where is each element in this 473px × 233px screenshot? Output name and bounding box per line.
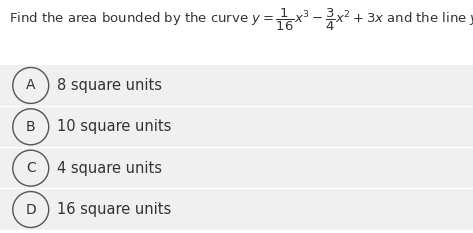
Text: D: D (26, 202, 36, 216)
Text: B: B (26, 120, 35, 134)
FancyBboxPatch shape (0, 107, 473, 147)
Text: C: C (26, 161, 35, 175)
Text: 10 square units: 10 square units (57, 119, 171, 134)
Text: 4 square units: 4 square units (57, 161, 162, 176)
FancyBboxPatch shape (0, 65, 473, 106)
Text: 8 square units: 8 square units (57, 78, 162, 93)
Text: Find the area bounded by the curve $y=\dfrac{1}{16}x^3-\dfrac{3}{4}x^2+3x$ and t: Find the area bounded by the curve $y=\d… (9, 7, 473, 33)
FancyBboxPatch shape (0, 189, 473, 230)
Text: 16 square units: 16 square units (57, 202, 171, 217)
FancyBboxPatch shape (0, 148, 473, 188)
Text: A: A (26, 79, 35, 93)
